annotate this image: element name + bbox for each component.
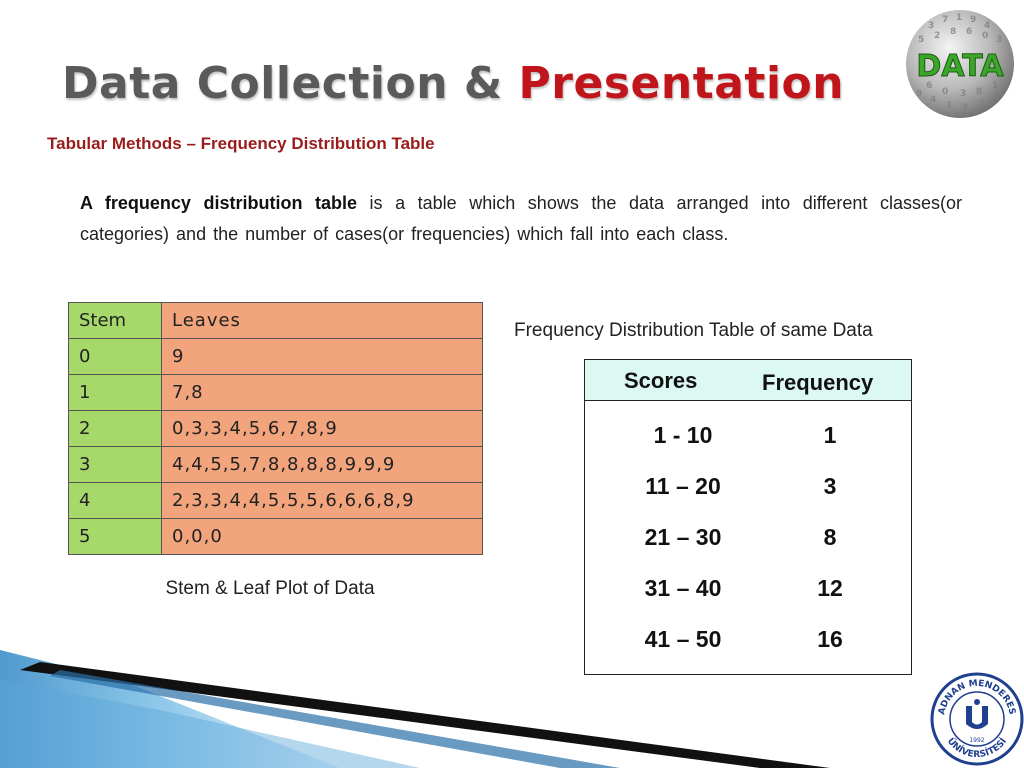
leaves-cell: 0,0,0 [161,518,483,555]
svg-text:3: 3 [960,89,966,99]
seal-year: 1992 [969,737,984,744]
svg-text:2: 2 [934,31,940,41]
frequency-header: Frequency [762,370,874,395]
scores-cell: 1 - 10 [653,422,713,448]
table-row: 4 2,3,3,4,4,5,5,5,6,6,6,8,9 [68,482,483,519]
stem-cell: 2 [68,410,162,447]
decorative-swoosh [0,650,830,768]
frequency-cell: 1 [823,422,837,448]
stem-leaf-caption: Stem & Leaf Plot of Data [165,578,375,599]
definition-paragraph: A frequency distribution table is a tabl… [80,188,962,250]
scores-cell: 11 – 20 [645,473,721,499]
svg-text:3: 3 [996,35,1002,45]
svg-text:6: 6 [926,81,932,91]
svg-text:2: 2 [978,99,984,109]
table-row: 11 – 20 3 [585,473,911,513]
stem-leaf-header-row: Stem Leaves [68,302,483,339]
svg-text:3: 3 [928,21,934,31]
leaves-cell: 0,3,3,4,5,6,7,8,9 [161,410,483,447]
leaves-cell: 7,8 [161,374,483,411]
svg-text:9: 9 [916,89,922,99]
svg-text:0: 0 [942,87,948,97]
leaves-cell: 9 [161,338,483,375]
table-row: 2 0,3,3,4,5,6,7,8,9 [68,410,483,447]
svg-text:9: 9 [970,15,976,25]
leaves-cell: 4,4,5,5,7,8,8,8,8,9,9,9 [161,446,483,483]
svg-text:4: 4 [930,95,936,105]
slide-title: Data Collection & Presentation [62,58,844,109]
stem-cell: 1 [68,374,162,411]
table-row: 31 – 40 12 [585,575,911,615]
table-row: 3 4,4,5,5,7,8,8,8,8,9,9,9 [68,446,483,483]
frequency-table-header: Scores Frequency [585,360,911,401]
svg-text:8: 8 [950,27,956,37]
svg-text:1: 1 [992,81,998,91]
svg-text:7: 7 [942,15,948,25]
stem-cell: 0 [68,338,162,375]
stem-cell: 3 [68,446,162,483]
scores-cell: 41 – 50 [644,626,722,652]
frequency-table-caption: Frequency Distribution Table of same Dat… [514,320,873,341]
logo-text: DATA [916,49,1004,84]
table-row: 1 - 10 1 [585,422,911,462]
svg-text:4: 4 [984,21,990,31]
title-main: Data Collection & [62,58,519,109]
frequency-cell: 12 [817,575,843,601]
svg-text:0: 0 [982,31,988,41]
svg-text:1: 1 [956,13,962,23]
frequency-cell: 16 [817,626,843,652]
frequency-cell: 8 [823,524,837,550]
table-row: 21 – 30 8 [585,524,911,564]
scores-cell: 21 – 30 [644,524,722,550]
frequency-table: Scores Frequency 1 - 10 1 11 – 20 3 21 –… [584,359,912,675]
definition-text: is a table which shows the data arranged… [80,193,962,244]
svg-text:7: 7 [962,103,968,113]
scores-cell: 31 – 40 [644,575,722,601]
table-row: 1 7,8 [68,374,483,411]
university-seal: ADNAN MENDERES ÜNİVERSİTESİ 1992 [930,672,1024,766]
svg-text:6: 6 [966,27,972,37]
table-row: 5 0,0,0 [68,518,483,555]
table-row: 41 – 50 16 [585,626,911,666]
svg-text:5: 5 [994,91,1000,101]
title-accent: Presentation [518,58,845,109]
leaves-cell: 2,3,3,4,4,5,5,5,6,6,6,8,9 [161,482,483,519]
scores-header: Scores [624,368,698,393]
stem-header: Stem [68,302,162,339]
leaves-header: Leaves [161,302,483,339]
frequency-cell: 3 [823,473,837,499]
svg-text:8: 8 [976,87,982,97]
table-row: 0 9 [68,338,483,375]
definition-term: A frequency distribution table [80,193,357,213]
stem-cell: 5 [68,518,162,555]
svg-text:5: 5 [918,35,924,45]
svg-text:1: 1 [946,101,952,111]
stem-cell: 4 [68,482,162,519]
stem-leaf-table: Stem Leaves 0 9 1 7,8 2 0,3,3,4,5,6,7,8,… [68,302,483,555]
slide-subtitle: Tabular Methods – Frequency Distribution… [47,134,435,153]
